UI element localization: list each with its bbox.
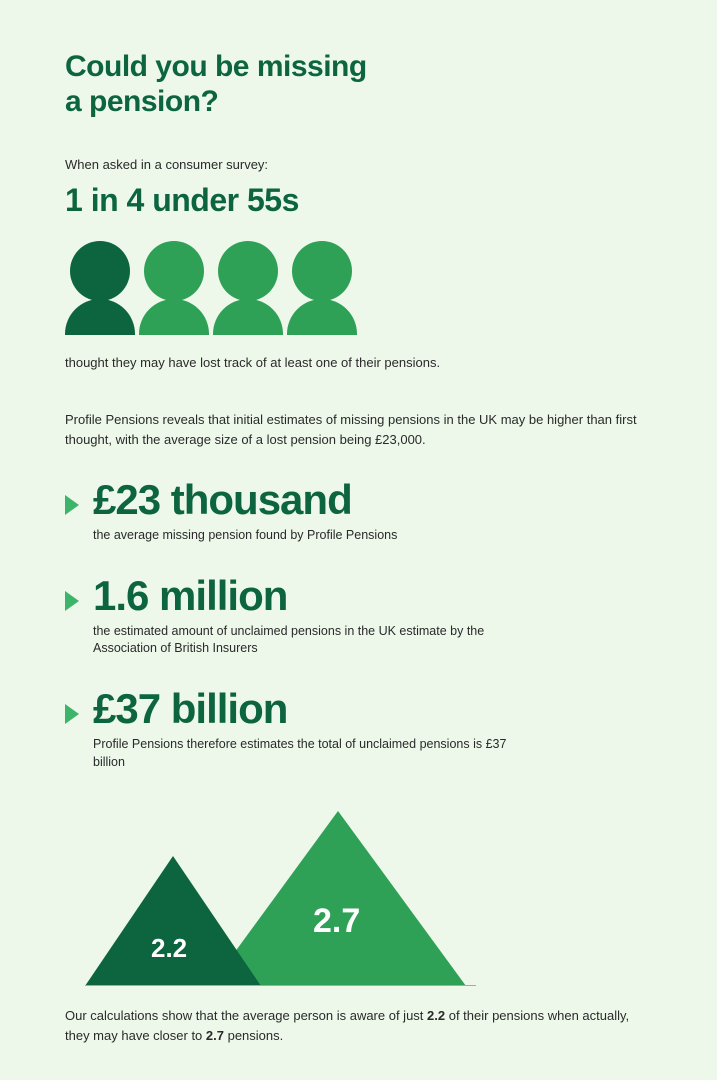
big-stat-value: £37 billion [93, 686, 287, 732]
person-body-icon [65, 299, 135, 335]
triangle-label-right: 2.7 [313, 902, 360, 941]
person-body-icon [213, 299, 283, 335]
big-stat-row: £37 billion [65, 686, 652, 732]
big-stat-desc: Profile Pensions therefore estimates the… [93, 736, 513, 771]
people-icons-row [65, 241, 652, 335]
big-stat-row: £23 thousand [65, 477, 652, 523]
big-stat-row: 1.6 million [65, 573, 652, 619]
people-caption: thought they may have lost track of at l… [65, 355, 652, 370]
big-stat-desc: the average missing pension found by Pro… [93, 527, 513, 545]
title-line-1: Could you be missing [65, 50, 367, 83]
person-icon [213, 241, 283, 335]
footer-prefix: Our calculations show that the average p… [65, 1008, 427, 1023]
person-icon [139, 241, 209, 335]
big-stat-value: £23 thousand [93, 477, 352, 523]
footer-bold-2: 2.7 [206, 1028, 224, 1043]
person-body-icon [287, 299, 357, 335]
big-stat-value: 1.6 million [93, 573, 287, 619]
person-head-icon [70, 241, 130, 301]
title-line-2: a pension? [65, 85, 218, 118]
person-head-icon [218, 241, 278, 301]
footer-bold-1: 2.2 [427, 1008, 445, 1023]
page-title: Could you be missing a pension? [65, 50, 652, 119]
triangle-chart: 2.7 2.2 [85, 806, 476, 986]
big-stat-desc: the estimated amount of unclaimed pensio… [93, 623, 513, 658]
footer-suffix: pensions. [224, 1028, 283, 1043]
triangle-bullet-icon [65, 495, 79, 515]
chart-baseline [85, 985, 476, 986]
person-icon [287, 241, 357, 335]
survey-intro: When asked in a consumer survey: [65, 157, 652, 172]
footer-text: Our calculations show that the average p… [65, 1006, 652, 1045]
big-stats-list: £23 thousand the average missing pension … [65, 477, 652, 771]
body-paragraph: Profile Pensions reveals that initial es… [65, 410, 652, 449]
person-icon [65, 241, 135, 335]
triangle-bullet-icon [65, 704, 79, 724]
stat-headline-1in4: 1 in 4 under 55s [65, 182, 652, 219]
triangle-label-left: 2.2 [151, 933, 187, 964]
person-head-icon [144, 241, 204, 301]
triangle-left [85, 856, 261, 986]
triangle-bullet-icon [65, 591, 79, 611]
person-body-icon [139, 299, 209, 335]
person-head-icon [292, 241, 352, 301]
